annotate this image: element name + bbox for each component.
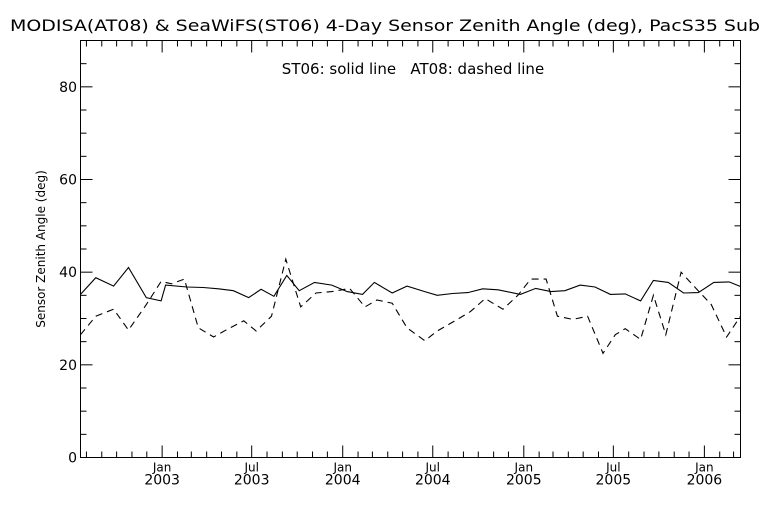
x-tick-year: 2004 <box>325 473 361 489</box>
series-line-st06 <box>80 266 741 302</box>
x-tick-year: 2003 <box>234 473 270 489</box>
x-tick-year: 2005 <box>596 473 632 489</box>
y-tick-label: 0 <box>68 451 77 467</box>
plot-frame <box>80 40 741 458</box>
line-style-annotation: ST06: solid line AT08: dashed line <box>282 60 544 78</box>
x-tick-month: Jan <box>332 461 352 475</box>
x-tick-month: Jul <box>425 461 440 475</box>
x-tick-year: 2006 <box>687 473 723 489</box>
x-tick-year: 2004 <box>415 473 451 489</box>
y-tick-label: 40 <box>59 265 77 281</box>
x-tick-month: Jul <box>605 461 620 475</box>
y-tick-label: 20 <box>59 358 77 374</box>
x-tick-year: 2005 <box>506 473 542 489</box>
x-tick-month: Jan <box>152 461 172 475</box>
x-tick-year: 2003 <box>144 473 180 489</box>
series-line-at08 <box>80 257 741 355</box>
chart-title: MODISA(AT08) & SeaWiFS(ST06) 4-Day Senso… <box>10 16 760 35</box>
y-tick-label: 80 <box>59 80 77 96</box>
x-tick-month: Jan <box>694 461 714 475</box>
x-tick-month: Jul <box>243 461 258 475</box>
y-axis-label: Sensor Zenith Angle (deg) <box>34 170 48 328</box>
y-tick-label: 60 <box>59 173 77 189</box>
x-tick-month: Jan <box>514 461 534 475</box>
